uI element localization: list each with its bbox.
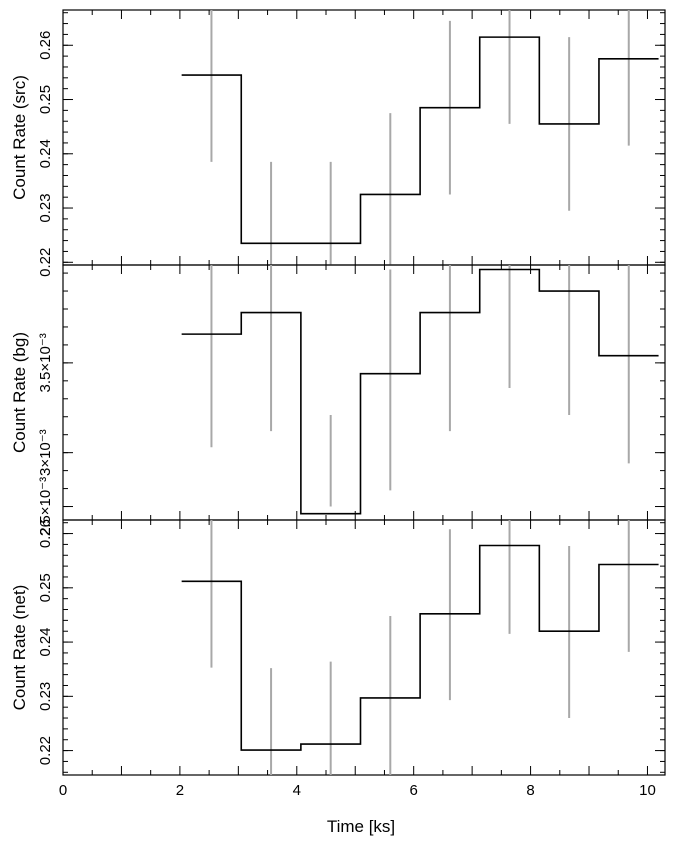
x-tick-label: 2 xyxy=(176,782,184,799)
plot-frame xyxy=(62,519,666,776)
x-tick-label: 6 xyxy=(410,782,418,799)
y-tick-label: 0.22 xyxy=(37,248,54,277)
y-axis-label: Count Rate (src) xyxy=(10,75,29,200)
y-tick-label: 0.26 xyxy=(37,31,54,60)
plot-frame xyxy=(62,9,666,266)
y-tick-label: 0.24 xyxy=(37,627,54,656)
y-tick-label: 0.23 xyxy=(37,682,54,711)
y-tick-label: 0.25 xyxy=(37,573,54,602)
panel-src: 0.22 0.23 0.24 0.25 0.26 Count Rate (src) xyxy=(10,9,666,277)
y-tick-label: 0.25 xyxy=(37,85,54,114)
x-axis-label: Time [ks] xyxy=(327,817,395,836)
y-tick-label: 3.5×10⁻³ xyxy=(37,333,54,392)
plot-frame xyxy=(62,264,666,521)
y-tick-label: 2.5×10⁻³ xyxy=(37,477,54,536)
x-tick-label: 8 xyxy=(526,782,534,799)
y-tick-label: 0.24 xyxy=(37,139,54,168)
step-series xyxy=(181,544,659,751)
x-tick-label: 4 xyxy=(293,782,301,799)
y-axis-label: Count Rate (bg) xyxy=(10,332,29,453)
y-tick-label: 0.22 xyxy=(37,736,54,765)
x-tick-label: 10 xyxy=(639,782,656,799)
y-tick-label: 0.23 xyxy=(37,193,54,222)
y-tick-label: 0.26 xyxy=(37,519,54,548)
step-series xyxy=(181,36,659,245)
y-axis-label: Count Rate (net) xyxy=(10,585,29,711)
panel-net: 0.22 0.23 0.24 0.25 0.26 Count Rate (net) 0 2 4 6… xyxy=(10,519,666,799)
panel-bg: 2.5×10⁻³3×10⁻³ 3.5×10⁻³ Count Rate (bg) xyxy=(10,264,666,536)
x-tick-label: 0 xyxy=(59,782,67,799)
step-series xyxy=(181,268,659,515)
y-tick-label: 3×10⁻³ xyxy=(37,429,54,476)
